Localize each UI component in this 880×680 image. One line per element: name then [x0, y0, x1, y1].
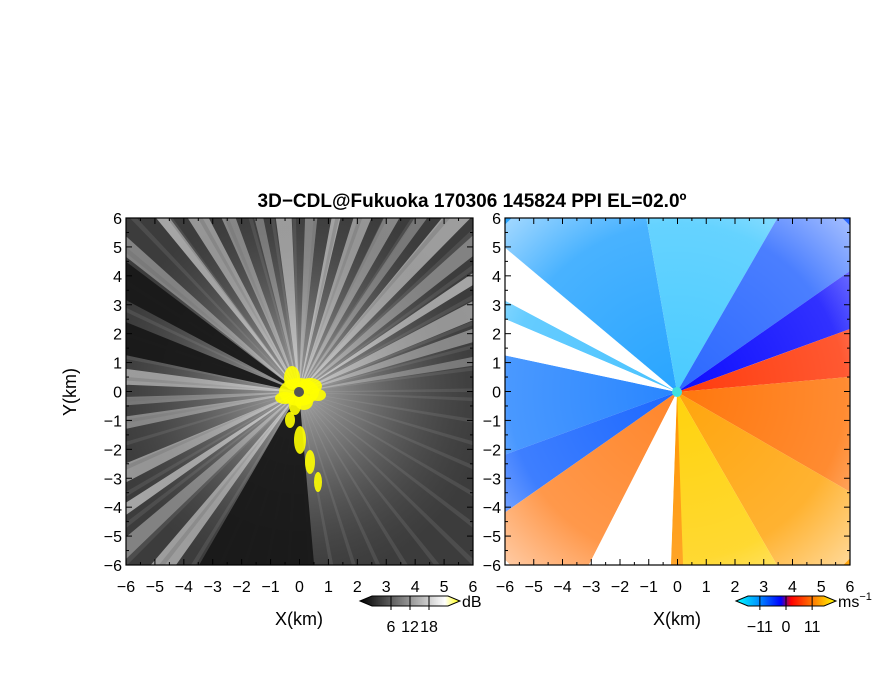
velocity-site-marker	[672, 387, 682, 397]
velocity-panel: −6 −5 −4 −3 −2 −1 0 1 2 3 4 5 6 6543210−1−2−3−4−5−6 …	[483, 211, 872, 636]
colorbar-tick-label: 11	[804, 619, 821, 636]
reflectivity-y-label: Y(km)	[60, 368, 80, 416]
reflectivity-blocked-sector	[126, 261, 299, 392]
reflectivity-colorbar: 6 12 18 dB	[358, 594, 482, 636]
x-tick-label: −6	[496, 579, 514, 596]
reflectivity-high-echo-patch	[284, 366, 300, 390]
colorbar-tick-label: 12	[401, 619, 419, 636]
velocity-unit-base: ms	[838, 594, 859, 611]
velocity-blocked-sectors	[505, 247, 677, 565]
x-tick-label: 2	[353, 579, 362, 596]
velocity-blocked-sector	[505, 247, 677, 392]
x-tick-label: 3	[759, 579, 768, 596]
x-tick-label: −6	[117, 579, 135, 596]
reflectivity-high-echo-patch	[289, 395, 301, 415]
y-tick-label: −1	[104, 413, 122, 430]
y-tick-label: −4	[104, 500, 122, 517]
x-tick-label: 0	[295, 579, 304, 596]
reflectivity-colorbar-unit: dB	[462, 594, 482, 611]
x-tick-label: −4	[175, 579, 193, 596]
x-tick-label: 1	[702, 579, 711, 596]
y-tick-label: 2	[113, 327, 122, 344]
velocity-unit-exponent: −1	[859, 591, 872, 603]
reflectivity-high-echo-patch	[285, 412, 295, 428]
reflectivity-high-echo-patch	[310, 389, 326, 401]
y-tick-label: 3	[492, 298, 501, 315]
radar-site-marker	[294, 387, 304, 397]
reflectivity-colorbar-ticks: 6 12 18	[387, 596, 438, 636]
velocity-blocked-sector	[588, 392, 677, 565]
x-tick-label: 2	[731, 579, 740, 596]
y-tick-label: −2	[104, 442, 122, 459]
y-tick-label: 6	[492, 211, 501, 228]
y-tick-label: 4	[492, 269, 501, 286]
y-tick-label: −3	[104, 471, 122, 488]
x-tick-label: 1	[324, 579, 333, 596]
x-tick-label: −3	[204, 579, 222, 596]
x-tick-label: −2	[233, 579, 251, 596]
y-tick-label: 1	[492, 356, 501, 373]
reflectivity-blocked-sectors	[126, 261, 315, 565]
reflectivity-high-echo-patch	[294, 426, 306, 454]
velocity-colorbar-ticks: −11 0 11	[747, 596, 821, 636]
velocity-x-label: X(km)	[653, 609, 701, 629]
x-tick-label: 5	[440, 579, 449, 596]
y-tick-label: 0	[492, 385, 501, 402]
reflectivity-blocked-sector	[126, 322, 299, 392]
y-tick-label: −5	[104, 529, 122, 546]
reflectivity-blocked-sector	[199, 392, 315, 565]
y-tick-label: 5	[492, 240, 501, 257]
velocity-ticks	[504, 217, 851, 566]
y-tick-label: 4	[113, 269, 122, 286]
reflectivity-high-echo-patch	[314, 472, 322, 492]
velocity-blocked-sector	[505, 319, 677, 392]
colorbar-tick-label: −11	[747, 619, 773, 636]
y-tick-label: 6	[113, 211, 122, 228]
x-tick-label: 4	[788, 579, 797, 596]
y-tick-label: −2	[483, 442, 501, 459]
x-tick-label: −1	[640, 579, 658, 596]
x-tick-label: 4	[411, 579, 420, 596]
y-tick-label: 3	[113, 298, 122, 315]
reflectivity-panel: −6 −5 −4 −3 −2 −1 0 1 2 3 4 5 6 6543210−1−2−3−4−5−6 …	[60, 211, 482, 636]
velocity-colorbar-unit: ms−1	[838, 591, 872, 611]
reflectivity-ticks	[125, 217, 474, 566]
velocity-x-tick-labels: −6 −5 −4 −3 −2 −1 0 1 2 3 4 5 6	[496, 579, 855, 596]
colorbar-tick-label: 18	[420, 619, 438, 636]
x-tick-label: −3	[582, 579, 600, 596]
x-tick-label: −4	[553, 579, 571, 596]
velocity-colorbar: −11 0 11 ms−1	[734, 591, 872, 636]
reflectivity-x-tick-labels: −6 −5 −4 −3 −2 −1 0 1 2 3 4 5 6	[117, 579, 478, 596]
x-tick-label: 6	[846, 579, 855, 596]
reflectivity-y-tick-labels: 6 5 4 3 2 1 0 −1 −2 −3 −4 −5 −6	[104, 211, 122, 575]
y-tick-label: 2	[492, 327, 501, 344]
y-tick-label: −6	[104, 558, 122, 575]
reflectivity-high-echo-patch	[305, 450, 315, 474]
y-tick-label: −1	[483, 413, 501, 430]
reflectivity-high-echo	[275, 366, 326, 492]
y-tick-label: −5	[483, 529, 501, 546]
y-tick-label: 0	[113, 385, 122, 402]
chart-title: 3D−CDL@Fukuoka 170306 145824 PPI EL=02.0…	[258, 191, 687, 212]
x-tick-label: 5	[817, 579, 826, 596]
velocity-y-tick-labels: 6 5 4 3 2 1 0 −1 −2 −3 −4 −5 −6	[483, 211, 501, 575]
x-tick-label: −5	[146, 579, 164, 596]
reflectivity-x-label: X(km)	[275, 609, 323, 629]
y-tick-label: 1	[113, 356, 122, 373]
y-tick-label: −4	[483, 500, 501, 517]
x-tick-label: −1	[261, 579, 279, 596]
y-tick-label: −3	[483, 471, 501, 488]
colorbar-tick-label: 0	[782, 619, 791, 636]
y-tick-label: −6	[483, 558, 501, 575]
x-tick-label: −2	[611, 579, 629, 596]
colorbar-tick-label: 6	[387, 619, 396, 636]
x-tick-label: 3	[382, 579, 391, 596]
y-tick-label: 5	[113, 240, 122, 257]
x-tick-label: 6	[469, 579, 478, 596]
x-tick-label: −5	[525, 579, 543, 596]
x-tick-label: 0	[673, 579, 682, 596]
